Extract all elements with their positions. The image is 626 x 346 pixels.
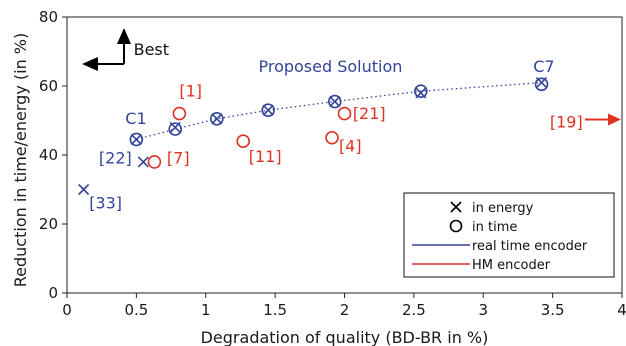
x-tick-label: 2 — [340, 301, 350, 319]
annotation-label: [21] — [353, 104, 386, 123]
annotation-label: [22] — [99, 149, 132, 168]
y-tick-label: 80 — [39, 8, 58, 26]
rt-time-point — [414, 84, 428, 98]
y-tick-label: 0 — [48, 284, 58, 302]
annotation-label: Best — [134, 40, 169, 59]
rt-energy-point — [78, 183, 90, 196]
annotation-label: [1] — [179, 81, 202, 100]
rt-energy-point-stroke-b — [137, 156, 149, 168]
annotation-label: [19] — [550, 112, 583, 131]
legend-cross-icon-stroke-b — [450, 201, 462, 213]
best-left-arrow-head — [82, 57, 98, 71]
x-tick-label: 1 — [201, 301, 211, 319]
x-axis-title: Degradation of quality (BD-BR in %) — [201, 328, 489, 346]
annotation-label: [11] — [249, 147, 282, 166]
ref19-arrow-head — [608, 113, 621, 126]
x-tick-label: 0.5 — [124, 301, 148, 319]
annotation-label: [7] — [167, 149, 190, 168]
legend-entry: in energy — [472, 201, 534, 216]
legend-entry: in time — [472, 220, 517, 235]
rt-time-point — [261, 103, 275, 117]
rt-energy-point-stroke-b — [211, 113, 223, 125]
y-axis-title: Reduction in time/energy (in %) — [11, 33, 30, 287]
legend-circle-icon — [449, 219, 463, 233]
rt-energy-point — [211, 113, 223, 125]
x-tick-label: 0 — [62, 301, 72, 319]
rt-energy-point-stroke-b — [78, 183, 90, 196]
annotation-label: Proposed Solution — [258, 57, 402, 76]
rt-energy-point-stroke-b — [130, 133, 142, 146]
legend-entry: HM encoder — [472, 258, 551, 273]
rt-time-point — [210, 111, 224, 126]
rt-time-point — [168, 122, 183, 136]
rt-energy-point — [329, 95, 341, 108]
x-tick-label: 4 — [617, 301, 626, 319]
x-tick-label: 3.5 — [541, 301, 565, 319]
x-tick-label: 1.5 — [263, 301, 287, 319]
best-up-arrow-head — [117, 28, 131, 44]
annotation-label: C7 — [533, 57, 554, 76]
rt-energy-point-stroke-b — [262, 104, 274, 116]
x-tick-label: 2.5 — [402, 301, 426, 319]
rt-energy-point — [137, 156, 149, 168]
rt-energy-point-stroke-b — [329, 95, 341, 108]
hm-time-point — [236, 134, 251, 148]
y-tick-label: 20 — [39, 215, 58, 233]
annotation-label: C1 — [125, 109, 146, 128]
y-tick-label: 40 — [39, 146, 58, 164]
legend-entry: real time encoder — [472, 239, 588, 254]
annotation-label: [4] — [339, 137, 362, 156]
legend-box — [403, 192, 615, 278]
hm-time-point — [337, 106, 352, 121]
y-tick-label: 60 — [39, 77, 58, 95]
x-tick-label: 3 — [478, 301, 488, 319]
hm-time-point — [147, 155, 162, 169]
rt-energy-point — [262, 104, 274, 116]
rt-energy-point — [130, 133, 142, 146]
legend: in energy in time real time encoder HM enco… — [403, 192, 615, 278]
hm-time-point — [325, 130, 339, 145]
legend-cross-icon — [450, 201, 462, 213]
hm-time-point — [172, 106, 187, 121]
annotation-label: [33] — [89, 193, 122, 212]
rt-time-point — [327, 94, 342, 109]
rt-time-point — [129, 132, 144, 147]
rt-time-point — [534, 77, 549, 92]
